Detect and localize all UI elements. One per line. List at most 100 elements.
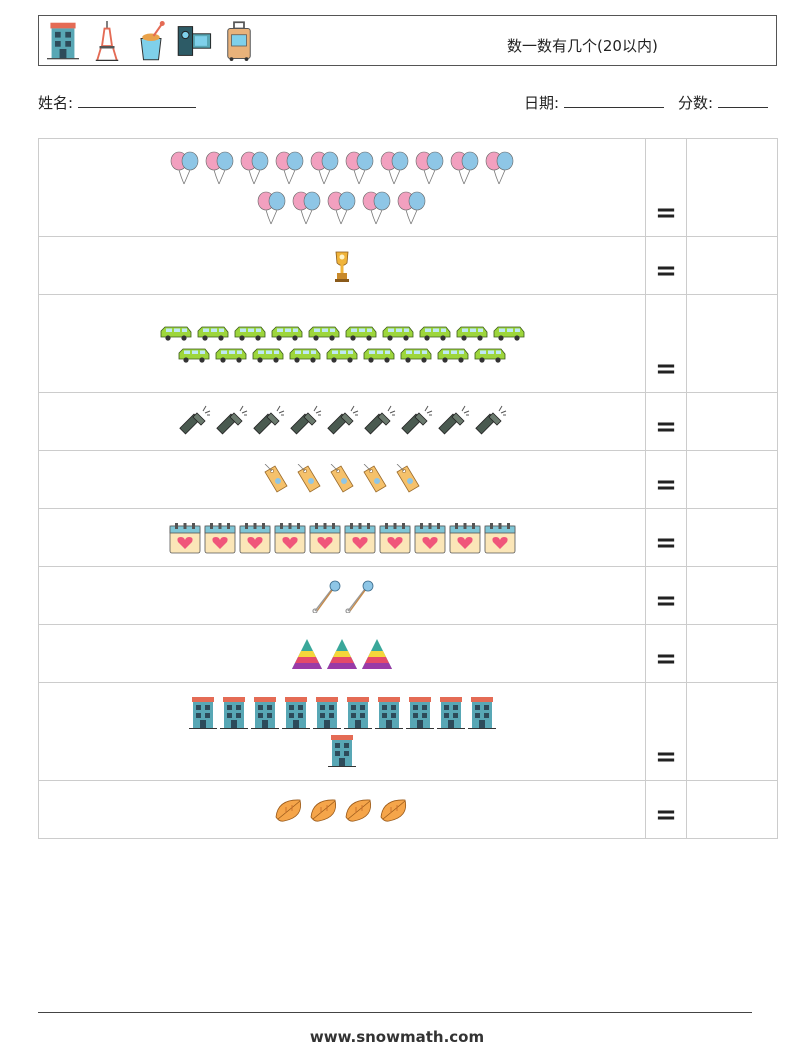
car-icon <box>251 347 285 363</box>
flashlight-icon <box>288 405 322 439</box>
picture-cell <box>38 450 646 509</box>
worksheet-row: = <box>38 294 778 393</box>
building-icon <box>281 696 310 729</box>
icon-line <box>39 638 645 670</box>
flashlight-icon <box>251 405 285 439</box>
car-icon <box>159 325 193 341</box>
icon-line <box>39 325 645 341</box>
car-icon <box>196 325 230 341</box>
answer-cell[interactable] <box>686 780 778 839</box>
answer-cell[interactable] <box>686 566 778 625</box>
date-blank[interactable] <box>563 93 664 108</box>
balloon-icon <box>274 151 306 185</box>
answer-cell[interactable] <box>686 508 778 567</box>
leaf-icon <box>309 797 341 823</box>
answer-cell[interactable] <box>686 392 778 451</box>
building-icon <box>328 734 356 767</box>
footer-website: www.snowmath.com <box>309 1028 485 1046</box>
pyramid-icon <box>326 638 358 670</box>
calendar-icon <box>169 522 201 554</box>
car-icon <box>325 347 359 363</box>
tag-icon <box>294 463 324 496</box>
car-icon <box>362 347 396 363</box>
equals-cell: = <box>645 450 687 509</box>
balloon-icon <box>204 151 236 185</box>
equals-cell: = <box>645 392 687 451</box>
equals-sign: = <box>655 742 677 772</box>
equals-sign: = <box>655 528 677 558</box>
worksheet-row: = <box>38 780 778 839</box>
picture-cell <box>38 392 646 451</box>
car-icon <box>399 347 433 363</box>
flashlight-icon <box>436 405 470 439</box>
worksheet-table: = = = = = = = = = = <box>38 138 778 839</box>
pyramid-icon <box>361 638 393 670</box>
flashlight-icon <box>325 405 359 439</box>
pyramid-icon <box>291 638 323 670</box>
answer-cell[interactable] <box>686 624 778 683</box>
car-icon <box>270 325 304 341</box>
icon-line <box>39 463 645 496</box>
balloon-icon <box>326 191 358 225</box>
equals-sign: = <box>655 354 677 384</box>
worksheet-row: = <box>38 566 778 625</box>
answer-cell[interactable] <box>686 450 778 509</box>
worksheet-row: = <box>38 624 778 683</box>
answer-cell[interactable] <box>686 138 778 237</box>
icon-line <box>39 347 645 363</box>
picture-cell <box>38 780 646 839</box>
balloon-icon <box>291 191 323 225</box>
balloon-icon <box>256 191 288 225</box>
balloon-icon <box>484 151 516 185</box>
car-icon <box>436 347 470 363</box>
name-blank[interactable] <box>77 93 196 108</box>
answer-cell[interactable] <box>686 294 778 393</box>
building-icon <box>436 696 465 729</box>
equals-sign: = <box>655 198 677 228</box>
flashlight-icon <box>214 405 248 439</box>
flashlight-icon <box>177 405 211 439</box>
picture-cell <box>38 508 646 567</box>
worksheet-row: = <box>38 508 778 567</box>
date-field: 日期: <box>524 92 664 113</box>
worksheet-row: = <box>38 682 778 781</box>
calendar-icon <box>344 522 376 554</box>
car-icon <box>381 325 415 341</box>
safety-pin-icon <box>311 579 341 613</box>
equals-cell: = <box>645 236 687 295</box>
equals-cell: = <box>645 294 687 393</box>
trophy-icon <box>332 249 352 283</box>
score-blank[interactable] <box>717 93 768 108</box>
car-icon <box>233 325 267 341</box>
building-icon <box>250 696 279 729</box>
balloon-icon <box>379 151 411 185</box>
balloon-icon <box>309 151 341 185</box>
tag-icon <box>360 463 390 496</box>
footer-divider <box>38 1012 752 1013</box>
icon-line <box>39 797 645 823</box>
building-icon <box>405 696 434 729</box>
worksheet-row: = <box>38 138 778 237</box>
tag-icon <box>261 463 291 496</box>
picture-cell <box>38 624 646 683</box>
flashlight-icon <box>399 405 433 439</box>
answer-cell[interactable] <box>686 682 778 781</box>
calendar-icon <box>309 522 341 554</box>
balloon-icon <box>239 151 271 185</box>
icon-line <box>39 249 645 283</box>
building-icon <box>343 696 372 729</box>
balloon-icon <box>169 151 201 185</box>
equals-sign: = <box>655 644 677 674</box>
picture-cell <box>38 138 646 237</box>
picture-cell <box>38 566 646 625</box>
picture-cell <box>38 294 646 393</box>
tag-icon <box>393 463 423 496</box>
icon-line <box>39 405 645 439</box>
tower-icon <box>89 19 125 63</box>
calendar-icon <box>484 522 516 554</box>
equals-cell: = <box>645 508 687 567</box>
equals-cell: = <box>645 682 687 781</box>
car-icon <box>177 347 211 363</box>
answer-cell[interactable] <box>686 236 778 295</box>
building-icon <box>467 696 496 729</box>
